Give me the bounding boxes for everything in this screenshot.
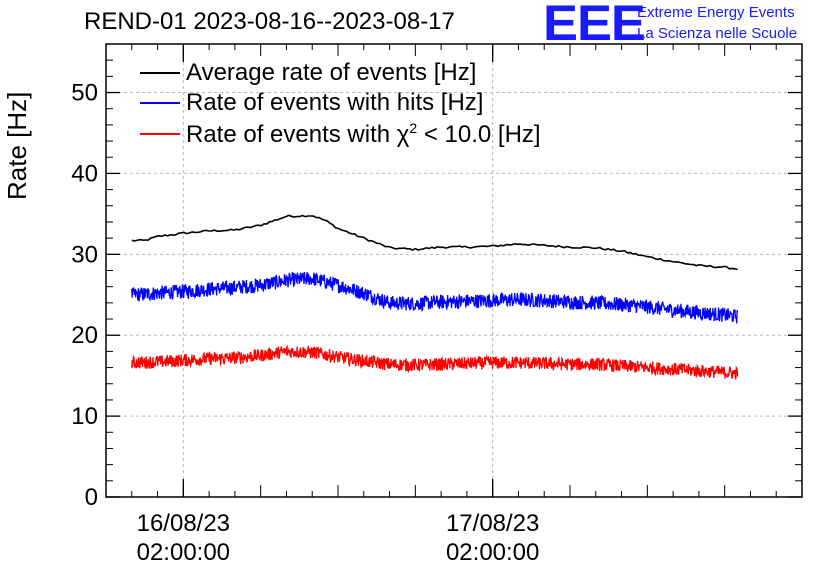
- y-axis-label: Rate [Hz]: [2, 91, 32, 200]
- legend-chi2-prefix: Rate of events with: [186, 120, 397, 148]
- y-tick-label: 30: [71, 241, 98, 268]
- x-tick-label-date: 17/08/23: [446, 510, 539, 537]
- legend-swatch-chi2: [140, 133, 180, 135]
- y-tick-label: 20: [71, 322, 98, 349]
- y-tick-label: 0: [85, 484, 98, 511]
- y-tick-label: 50: [71, 80, 98, 107]
- legend-chi2-symbol: χ: [396, 120, 410, 148]
- chart-title: REND-01 2023-08-16--2023-08-17: [84, 8, 455, 35]
- x-tick-label-date: 16/08/23: [137, 510, 230, 537]
- logo-subtitle-line2: La Scienza nelle Scuole: [637, 25, 798, 42]
- legend-item-chi2: Rate of events with χ2 < 10.0 [Hz]: [140, 120, 541, 148]
- series-average-rate-line: [131, 214, 738, 271]
- axis-ticks: [105, 43, 803, 498]
- grid: [106, 44, 802, 497]
- legend-chi2-suffix: < 10.0 [Hz]: [417, 120, 541, 148]
- series-hits-rate-line: [131, 271, 739, 324]
- legend-swatch-hits: [140, 102, 180, 104]
- y-tick-label: 10: [71, 403, 98, 430]
- series-layer: [131, 214, 739, 380]
- legend-label-chi2: Rate of events with χ2 < 10.0 [Hz]: [186, 120, 541, 149]
- legend-label-average: Average rate of events [Hz]: [186, 59, 477, 86]
- series-chi2-rate-line: [131, 344, 739, 380]
- logo-subtitle-line1: Extreme Energy Events: [637, 4, 795, 21]
- x-tick-label-time: 02:00:00: [446, 539, 539, 566]
- legend-chi2-exponent: 2: [409, 119, 418, 136]
- legend-item-average: Average rate of events [Hz]: [140, 59, 476, 87]
- legend-item-hits: Rate of events with hits [Hz]: [140, 89, 483, 117]
- legend-label-hits: Rate of events with hits [Hz]: [186, 89, 484, 116]
- legend-swatch-average: [140, 72, 180, 74]
- y-tick-label: 40: [71, 160, 98, 187]
- x-tick-label-time: 02:00:00: [137, 539, 230, 566]
- axis-tick-labels: 0102030405016/08/2302:00:0017/08/2302:00…: [71, 80, 539, 566]
- eee-logo: EEE: [543, 0, 646, 51]
